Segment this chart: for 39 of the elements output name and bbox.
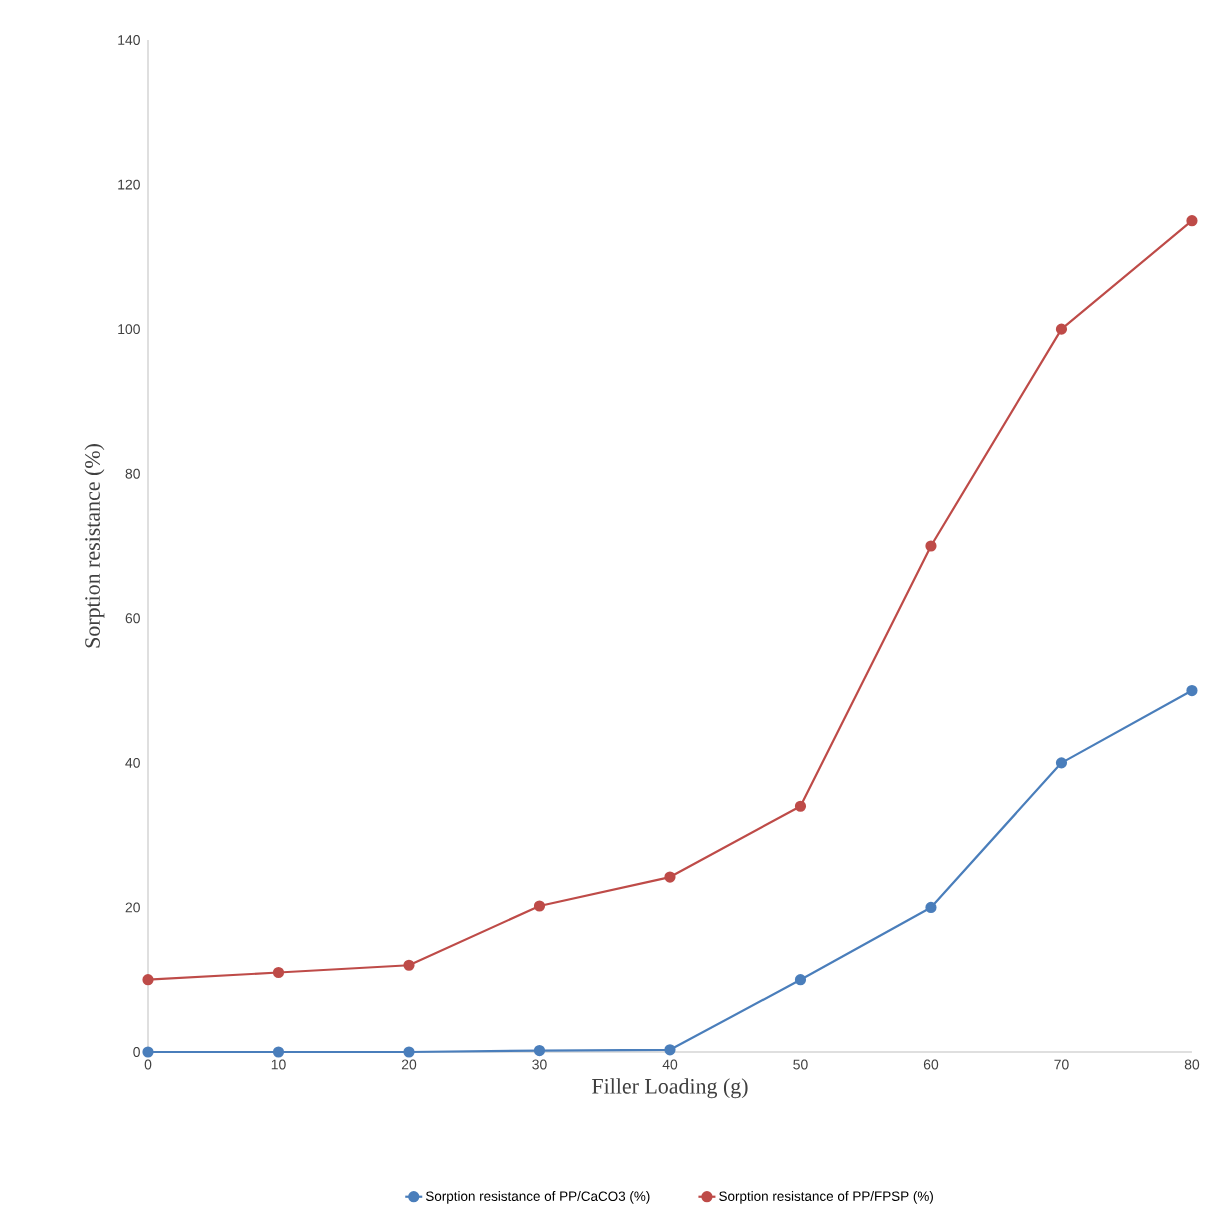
- x-tick-label: 10: [271, 1059, 286, 1070]
- y-tick-label: 0: [133, 1047, 140, 1057]
- x-tick-label: 80: [1184, 1059, 1200, 1070]
- y-tick-label: 20: [125, 902, 140, 913]
- y-tick-label: 80: [125, 468, 140, 479]
- x-axis-title: Filler Loading (g): [592, 1078, 748, 1099]
- point: [1055, 323, 1068, 335]
- point: [664, 871, 676, 883]
- y-axis-title: Sorption resistance (%): [84, 444, 105, 648]
- x-tick-label: 60: [923, 1059, 939, 1070]
- x-tick-label: 50: [793, 1059, 808, 1070]
- legend-label: Sorption resistance of PP/FPSP (%): [719, 1191, 933, 1204]
- x-tick-label: 0: [144, 1059, 152, 1070]
- y-tick-label: 40: [125, 757, 140, 768]
- y-tick-label: 100: [118, 324, 140, 335]
- point: [794, 974, 807, 986]
- y-tick-label: 120: [118, 179, 140, 190]
- point: [664, 1044, 676, 1056]
- point: [925, 901, 937, 914]
- point: [1186, 215, 1198, 227]
- point: [403, 959, 415, 971]
- point: [794, 800, 807, 812]
- y-tick-label: 60: [125, 613, 140, 624]
- point: [272, 966, 285, 979]
- point: [1186, 684, 1198, 697]
- x-tick-label: 40: [662, 1059, 678, 1070]
- x-tick-label: 30: [532, 1059, 547, 1070]
- x-tick-label: 70: [1054, 1059, 1069, 1070]
- point: [142, 1046, 154, 1058]
- y-tick-label: 140: [118, 35, 140, 45]
- point: [925, 540, 937, 552]
- point: [142, 974, 154, 986]
- point: [403, 1046, 415, 1058]
- x-tick-label: 20: [401, 1059, 417, 1070]
- point: [533, 1044, 546, 1057]
- point: [533, 900, 546, 912]
- point: [1055, 757, 1068, 769]
- point: [272, 1046, 285, 1058]
- legend-label: Sorption resistance of PP/CaCO3 (%): [425, 1191, 650, 1204]
